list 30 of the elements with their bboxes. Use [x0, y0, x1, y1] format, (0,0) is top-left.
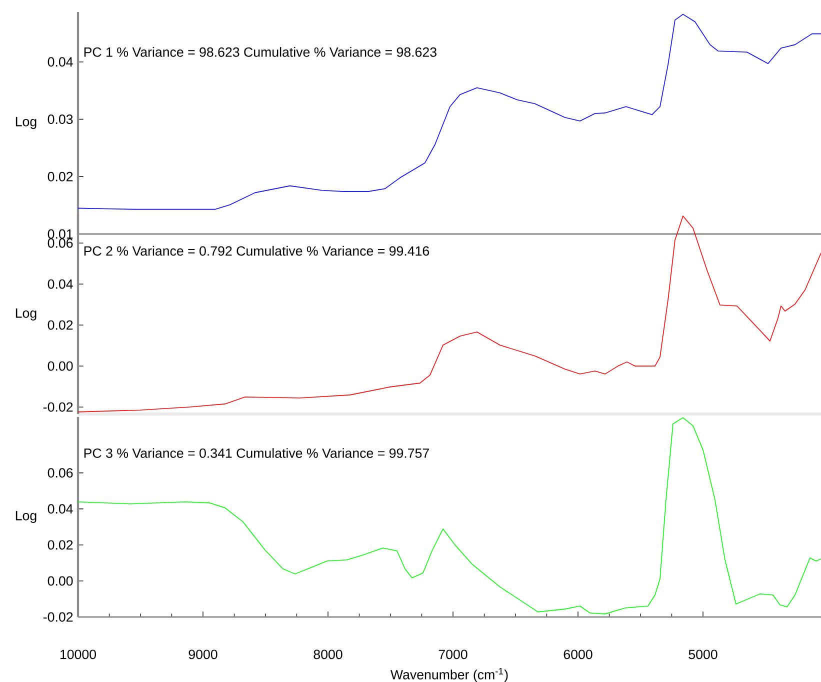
- y-axis-title: Log: [16, 511, 36, 523]
- y-tick-label: 0.06: [48, 238, 73, 248]
- y-tick-label: 0.02: [48, 540, 73, 550]
- y-tick-label: 0.00: [48, 576, 73, 586]
- x-tick-label: 9000: [188, 650, 218, 660]
- x-tick-label: 5000: [688, 650, 718, 660]
- y-tick-label: 0.04: [48, 279, 73, 289]
- x-axis-title: Wavenumber (cm$^{-1}$): [390, 668, 508, 682]
- y-tick-label: 0.04: [48, 504, 73, 514]
- y-tick-label: -0.02: [43, 612, 73, 622]
- y-tick-label: 0.01: [48, 229, 73, 239]
- x-tick-label: 10000: [60, 650, 96, 660]
- x-tick-label: 6000: [564, 650, 592, 660]
- x-tick-label: 7000: [438, 650, 468, 660]
- x-tick-label: 8000: [314, 650, 342, 660]
- annotation: PC 1 % Variance = 98.623 Cumulative % Variance = 98.623: [84, 47, 436, 57]
- y-tick-label: 0.02: [48, 320, 73, 330]
- y-axis-title: Log: [16, 308, 36, 320]
- y-tick-label: 0.06: [48, 468, 73, 478]
- y-tick-label: 0.04: [48, 57, 73, 67]
- annotation: PC 2 % Variance = 0.792 Cumulative % Variance = 99.416: [84, 246, 430, 256]
- line-series: [78, 216, 821, 412]
- y-tick-label: 0.03: [48, 114, 73, 124]
- y-tick-label: 0.00: [48, 361, 73, 371]
- annotation: PC 3 % Variance = 0.341 Cumulative % Variance = 99.757: [84, 448, 429, 458]
- y-axis-title: Log: [16, 117, 36, 129]
- y-tick-label: 0.02: [48, 172, 73, 182]
- line-series: [78, 14, 821, 210]
- line-series: [78, 417, 821, 614]
- y-tick-label: -0.02: [43, 402, 73, 412]
